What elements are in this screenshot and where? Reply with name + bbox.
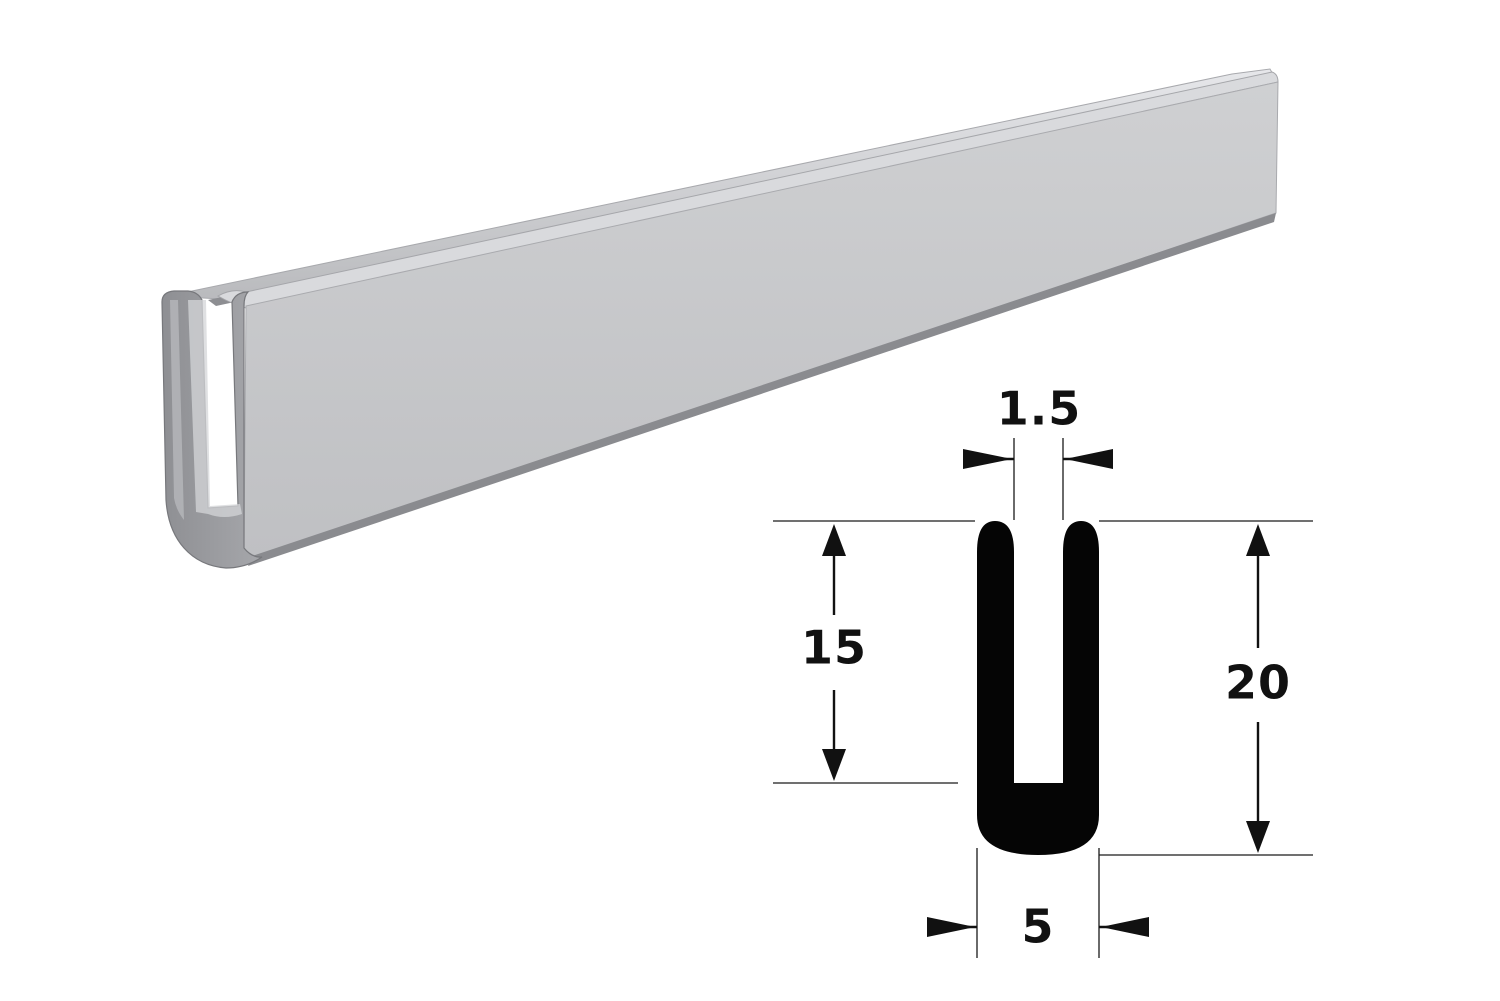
arrow-right-icon <box>927 917 975 937</box>
arrow-down-icon <box>822 749 846 781</box>
dimension-label-total-width: 5 <box>1021 900 1054 954</box>
arrow-right-icon <box>963 449 1012 469</box>
dimension-slot-width: 1.5 <box>963 382 1113 520</box>
arrow-left-icon <box>1101 917 1149 937</box>
arrow-left-icon <box>1065 449 1113 469</box>
profile-front-face <box>243 81 1279 558</box>
profile-3d-render <box>161 68 1279 569</box>
arrow-down-icon <box>1246 821 1270 853</box>
profile-end-cap <box>161 290 263 569</box>
dimension-total-height: 20 <box>1099 520 1313 856</box>
dimension-label-slot-width: 1.5 <box>997 382 1082 436</box>
cross-section-shape <box>977 521 1099 855</box>
dimension-total-width: 5 <box>927 848 1149 958</box>
profile-end-slot <box>188 300 242 517</box>
cross-section <box>977 521 1099 855</box>
dimension-label-total-height: 20 <box>1225 656 1291 710</box>
arrow-up-icon <box>822 524 846 556</box>
arrow-up-icon <box>1246 524 1270 556</box>
profile-end-highlight <box>170 300 184 520</box>
dimension-slot-depth: 15 <box>773 520 975 784</box>
dimension-label-slot-depth: 15 <box>801 621 867 675</box>
profile-bottom-edge <box>248 213 1276 566</box>
